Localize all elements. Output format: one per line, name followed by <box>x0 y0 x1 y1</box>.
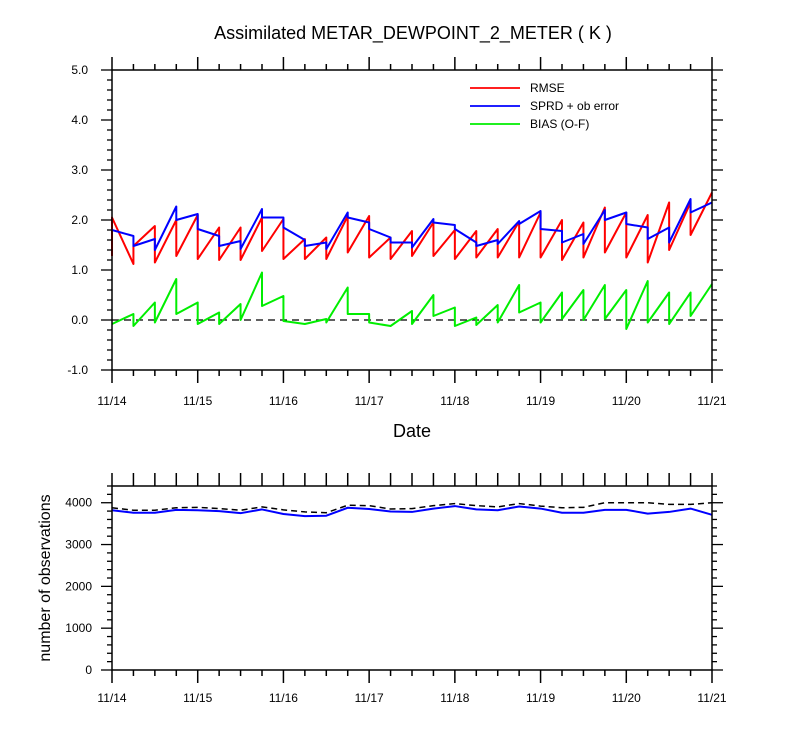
top-x-tick-label: 11/18 <box>440 394 469 408</box>
top-chart-panel: 11/14 11/15 11/16 11/17 11/18 11/19 11/20 11/21… <box>67 57 727 408</box>
bottom-x-tick-label: 11/15 <box>183 691 212 705</box>
bottom-y-tick-label: 2000 <box>65 579 92 593</box>
bottom-y-tick-label: 3000 <box>65 538 92 552</box>
bottom-ticks-group: 11/14 11/15 11/16 11/17 11/18 11/19 11/20 11/21… <box>65 473 727 705</box>
bottom-series-observations-possible <box>111 501 713 514</box>
legend-label-rmse: RMSE <box>530 81 565 95</box>
top-y-tick-label: 0.0 <box>71 313 88 327</box>
y-axis-label-observations: number of observations <box>37 494 54 661</box>
bottom-series-group <box>111 501 713 518</box>
legend-label-sprd: SPRD + ob error <box>530 99 619 113</box>
bottom-chart-panel: 11/14 11/15 11/16 11/17 11/18 11/19 11/20 11/21… <box>65 473 727 705</box>
top-series-bias-o-f <box>111 271 713 330</box>
x-axis-label: Date <box>393 421 431 441</box>
top-x-tick-label: 11/14 <box>97 394 126 408</box>
chart-title: Assimilated METAR_DEWPOINT_2_METER ( K ) <box>214 23 612 44</box>
bottom-x-tick-label: 11/21 <box>697 691 726 705</box>
legend-label-bias: BIAS (O-F) <box>530 117 589 131</box>
bottom-plot-frame <box>111 485 713 671</box>
bottom-y-tick-label: 0 <box>85 663 92 677</box>
bottom-x-tick-label: 11/17 <box>355 691 384 705</box>
bottom-y-tick-label: 4000 <box>65 496 92 510</box>
top-y-tick-label: -1.0 <box>67 363 88 377</box>
top-series-rmse <box>111 192 713 265</box>
top-y-tick-label: 1.0 <box>71 263 88 277</box>
top-x-tick-label: 11/17 <box>355 394 384 408</box>
top-y-tick-label: 3.0 <box>71 163 88 177</box>
top-x-tick-label: 11/19 <box>526 394 555 408</box>
top-y-tick-label: 5.0 <box>71 63 88 77</box>
top-x-tick-label: 11/15 <box>183 394 212 408</box>
top-ticks-group: 11/14 11/15 11/16 11/17 11/18 11/19 11/20 11/21… <box>67 57 727 408</box>
top-y-tick-label: 2.0 <box>71 213 88 227</box>
bottom-x-tick-label: 11/16 <box>269 691 298 705</box>
top-x-tick-label: 11/21 <box>697 394 726 408</box>
legend: RMSE SPRD + ob error BIAS (O-F) <box>470 81 619 131</box>
top-y-tick-label: 4.0 <box>71 113 88 127</box>
bottom-series-observations-assimilated <box>111 505 713 518</box>
bottom-x-tick-label: 11/20 <box>612 691 641 705</box>
top-x-tick-label: 11/16 <box>269 394 298 408</box>
bottom-x-tick-label: 11/14 <box>97 691 126 705</box>
top-series-group <box>111 192 713 330</box>
bottom-y-tick-label: 1000 <box>65 621 92 635</box>
top-series-sprd-ob-error <box>111 198 713 251</box>
bottom-x-tick-label: 11/18 <box>440 691 469 705</box>
top-x-tick-label: 11/20 <box>612 394 641 408</box>
bottom-x-tick-label: 11/19 <box>526 691 555 705</box>
